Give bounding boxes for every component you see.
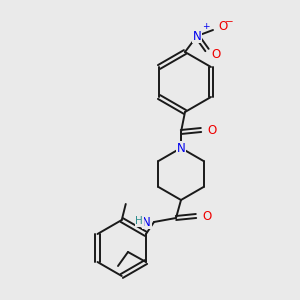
Text: O: O	[218, 20, 227, 34]
Text: +: +	[202, 22, 209, 31]
Text: O: O	[211, 49, 220, 62]
Text: H: H	[135, 216, 143, 226]
Text: N: N	[177, 142, 185, 154]
Text: −: −	[225, 17, 234, 27]
Text: O: O	[202, 209, 211, 223]
Text: N: N	[142, 215, 151, 229]
Text: N: N	[193, 29, 201, 43]
Text: O: O	[207, 124, 216, 136]
